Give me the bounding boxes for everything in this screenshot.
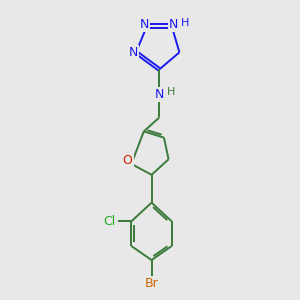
Text: Br: Br: [145, 277, 158, 290]
Text: N: N: [169, 18, 178, 31]
Text: N: N: [154, 88, 164, 101]
Text: N: N: [128, 46, 138, 59]
Text: H: H: [167, 87, 175, 97]
Text: H: H: [181, 18, 189, 28]
Text: N: N: [140, 18, 149, 31]
Text: O: O: [123, 154, 133, 167]
Text: Cl: Cl: [103, 215, 116, 228]
